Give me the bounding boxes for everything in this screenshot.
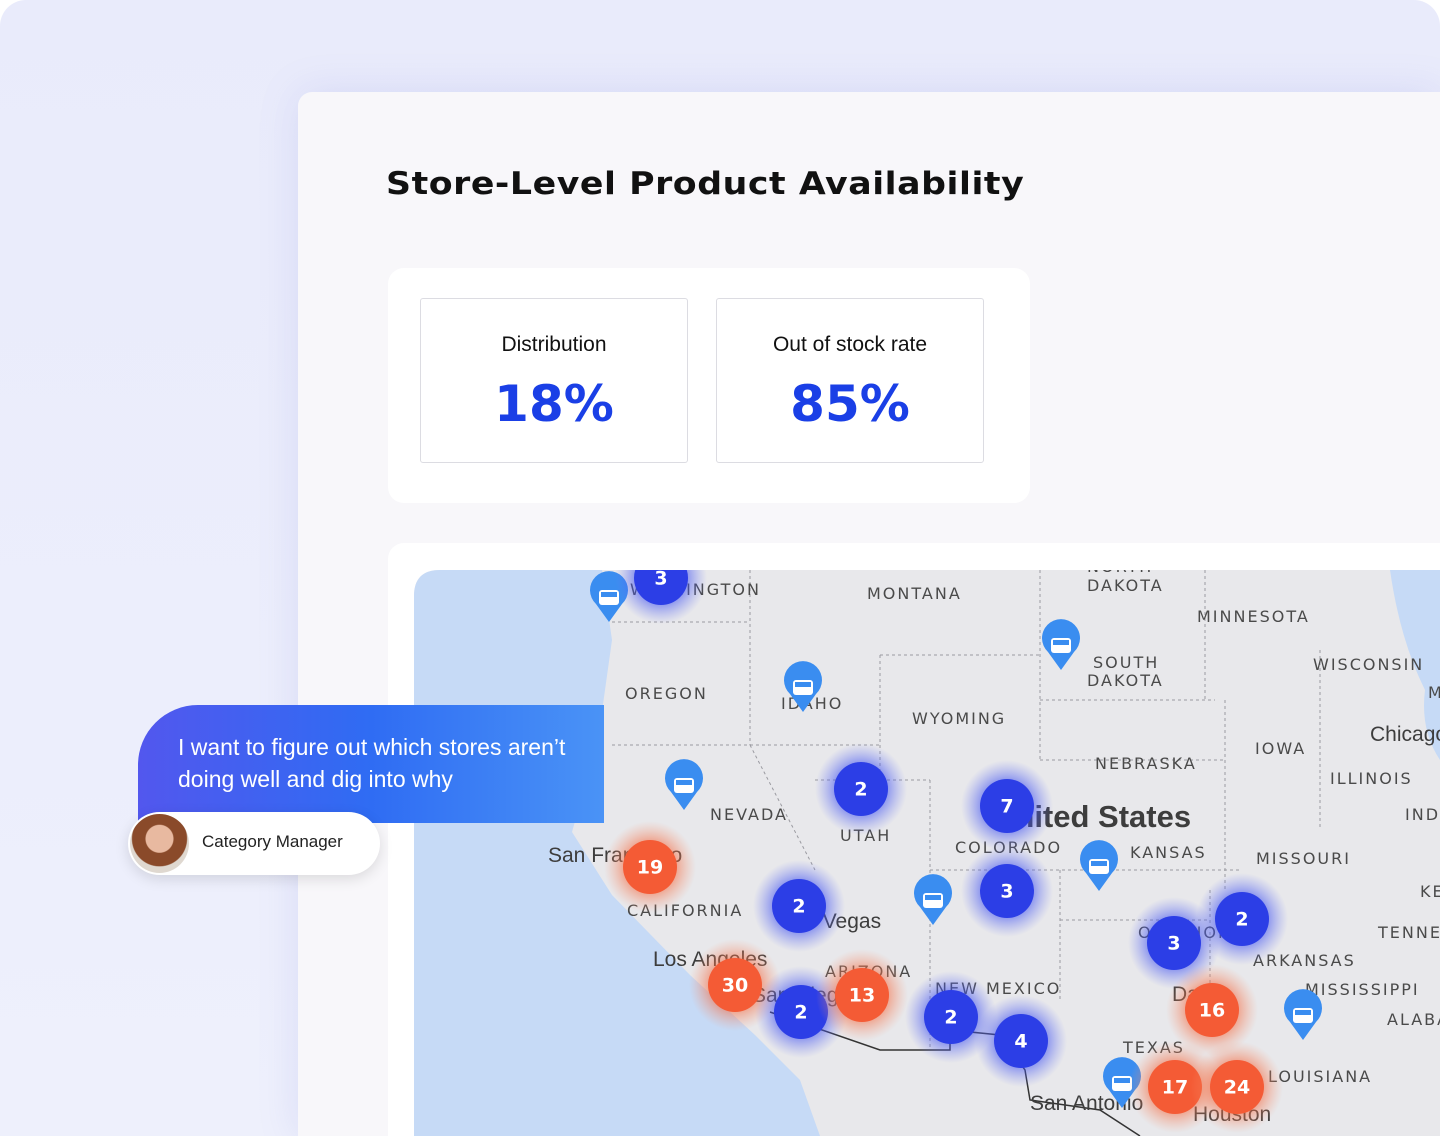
cluster-dot (1147, 916, 1201, 970)
cluster-dot (924, 990, 978, 1044)
cluster-count: 16 (1199, 1000, 1225, 1022)
cluster-count: 19 (637, 857, 663, 879)
kpi-value: 18% (494, 375, 614, 433)
map-label: IOWA (1255, 739, 1306, 758)
user-pill: Category Manager (128, 812, 380, 875)
pin-icon-awning (1114, 1078, 1130, 1083)
map-label: MINNESOTA (1197, 607, 1310, 626)
cluster-dot (980, 779, 1034, 833)
cluster-dot (1185, 983, 1239, 1037)
cluster-dot (834, 762, 888, 816)
kpi-card: Out of stock rate 85% (716, 298, 984, 463)
store-pin (784, 661, 822, 712)
store-pin (914, 874, 952, 925)
pin-icon-awning (1295, 1010, 1311, 1015)
map-label: OREGON (625, 684, 708, 703)
cluster: 3 (615, 570, 707, 624)
map-label: TENNESSEE (1377, 923, 1440, 942)
store-pin (665, 759, 703, 810)
map-label: LOUISIANA (1268, 1067, 1372, 1086)
pin-icon-awning (925, 895, 941, 900)
map-label: MICHIGAN (1428, 683, 1440, 702)
cluster: 2 (815, 743, 907, 835)
cluster: 4 (975, 995, 1067, 1087)
pin-icon-awning (601, 592, 617, 597)
map-label: NEBRASKA (1095, 754, 1197, 773)
cluster: 16 (1166, 964, 1258, 1056)
map-label: DAKOTA (1087, 576, 1164, 595)
map-label: INDIANA (1405, 805, 1440, 824)
cluster-count: 3 (1167, 933, 1180, 955)
kpi-value: 85% (790, 375, 910, 433)
cluster: 3 (961, 845, 1053, 937)
cluster: 7 (961, 760, 1053, 852)
page-title: Store-Level Product Availability (386, 166, 1025, 202)
map-label: ALABAMA (1387, 1010, 1440, 1029)
cluster: 19 (604, 821, 696, 913)
store-pin (1103, 1057, 1141, 1108)
cluster-count: 2 (854, 779, 867, 801)
map-label: ILLINOIS (1330, 769, 1413, 788)
cluster-count: 2 (944, 1007, 957, 1029)
cluster-count: 13 (849, 985, 875, 1007)
cluster-count: 30 (722, 975, 748, 997)
store-pin (1080, 840, 1118, 891)
kpi-label: Out of stock rate (772, 333, 928, 356)
user-role: Category Manager (202, 832, 343, 851)
lake (1390, 570, 1440, 760)
pin-icon-awning (676, 780, 692, 785)
pin-icon-awning (1053, 640, 1069, 645)
cluster-count: 7 (1000, 796, 1013, 818)
cluster: 2 (905, 971, 997, 1063)
store-pin (1284, 989, 1322, 1040)
cluster-count: 2 (1235, 909, 1248, 931)
cluster-dot (980, 864, 1034, 918)
map-label: KENTUCKY (1420, 882, 1440, 901)
map-label: KANSAS (1130, 843, 1207, 862)
chat-bubble: I want to figure out which stores aren’t… (138, 705, 604, 823)
cluster-count: 3 (1000, 881, 1013, 903)
avatar (130, 814, 189, 873)
cluster-dot (1210, 1060, 1264, 1114)
cluster-dot (835, 968, 889, 1022)
cluster-dot (708, 958, 762, 1012)
cluster-dot (994, 1014, 1048, 1068)
cluster-dot (774, 985, 828, 1039)
cluster-count: 2 (792, 896, 805, 918)
map-label: SOUTH (1093, 653, 1159, 672)
map-label: NEVADA (710, 805, 788, 824)
map-label: DAKOTA (1087, 671, 1164, 690)
kpi-label: Distribution (501, 333, 607, 356)
cluster-dot (623, 840, 677, 894)
cluster-dot (772, 879, 826, 933)
map-label: WISCONSIN (1313, 655, 1424, 674)
kpi-container: Distribution 18% Out of stock rate 85% (388, 268, 1030, 503)
map-label: Chicago (1370, 723, 1440, 746)
cluster: 13 (816, 949, 908, 1041)
cluster-dot (1148, 1060, 1202, 1114)
cluster: 2 (753, 860, 845, 952)
cluster-dot (634, 570, 688, 605)
map-label: WYOMING (912, 709, 1006, 728)
cluster-count: 24 (1224, 1077, 1250, 1099)
cluster-count: 17 (1162, 1077, 1188, 1099)
cluster: 2 (1196, 873, 1288, 965)
map-label: MISSISSIPPI (1305, 980, 1420, 999)
cluster-dot (1215, 892, 1269, 946)
pin-icon-awning (795, 682, 811, 687)
map-label: MONTANA (867, 584, 962, 603)
chat-message: I want to figure out which stores aren’t… (178, 734, 566, 792)
store-pin (1042, 619, 1080, 670)
cluster-count: 3 (654, 570, 667, 590)
map-label: NORTH (1087, 570, 1153, 576)
cluster-count: 2 (794, 1002, 807, 1024)
cluster-count: 4 (1014, 1031, 1027, 1053)
map: WASHINGTONMONTANANORTHDAKOTAMINNESOTASOU… (414, 570, 1440, 1136)
kpi-card: Distribution 18% (420, 298, 688, 463)
map-label: ARKANSAS (1253, 951, 1356, 970)
pin-icon-awning (1091, 861, 1107, 866)
map-label: MISSOURI (1256, 849, 1351, 868)
cluster: 24 (1191, 1041, 1283, 1133)
